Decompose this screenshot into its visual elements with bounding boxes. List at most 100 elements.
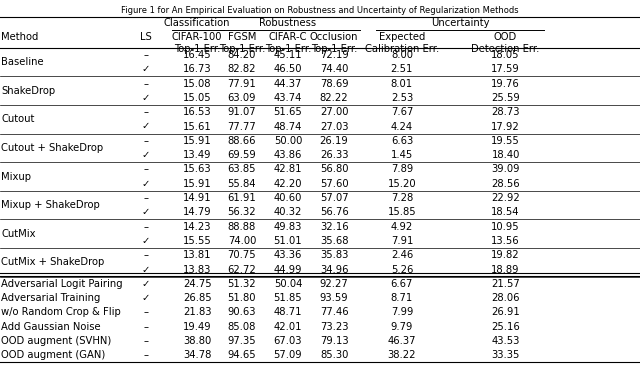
Text: 8.01: 8.01 xyxy=(391,79,413,89)
Text: 19.82: 19.82 xyxy=(492,250,520,260)
Text: 34.96: 34.96 xyxy=(320,265,348,275)
Text: 14.23: 14.23 xyxy=(183,222,211,231)
Text: 25.16: 25.16 xyxy=(492,322,520,332)
Text: ✓: ✓ xyxy=(141,179,150,189)
Text: ✓: ✓ xyxy=(141,121,150,131)
Text: 7.91: 7.91 xyxy=(391,236,413,246)
Text: 13.83: 13.83 xyxy=(183,265,211,275)
Text: –: – xyxy=(143,250,148,260)
Text: 50.00: 50.00 xyxy=(274,136,302,146)
Text: 77.91: 77.91 xyxy=(228,79,256,89)
Text: 84.20: 84.20 xyxy=(228,50,256,60)
Text: 77.46: 77.46 xyxy=(320,307,348,318)
Text: Classification: Classification xyxy=(164,18,230,28)
Text: 40.32: 40.32 xyxy=(274,207,302,217)
Text: 49.83: 49.83 xyxy=(274,222,302,231)
Text: –: – xyxy=(143,193,148,203)
Text: 43.53: 43.53 xyxy=(492,336,520,346)
Text: –: – xyxy=(143,136,148,146)
Text: 42.01: 42.01 xyxy=(274,322,302,332)
Text: –: – xyxy=(143,350,148,360)
Text: 28.56: 28.56 xyxy=(492,179,520,189)
Text: 28.06: 28.06 xyxy=(492,293,520,303)
Text: 18.89: 18.89 xyxy=(492,265,520,275)
Text: Adversarial Logit Pairing: Adversarial Logit Pairing xyxy=(1,279,123,289)
Text: 9.79: 9.79 xyxy=(391,322,413,332)
Text: Occlusion
Top-1 Err.: Occlusion Top-1 Err. xyxy=(310,32,358,54)
Text: ✓: ✓ xyxy=(141,279,150,289)
Text: 19.55: 19.55 xyxy=(492,136,520,146)
Text: Baseline: Baseline xyxy=(1,57,44,67)
Text: 48.74: 48.74 xyxy=(274,121,302,131)
Text: Adversarial Training: Adversarial Training xyxy=(1,293,100,303)
Text: ✓: ✓ xyxy=(141,93,150,103)
Text: 14.79: 14.79 xyxy=(183,207,211,217)
Text: 57.07: 57.07 xyxy=(320,193,348,203)
Text: 39.09: 39.09 xyxy=(492,164,520,174)
Text: Figure 1 for An Empirical Evaluation on Robustness and Uncertainty of Regulariza: Figure 1 for An Empirical Evaluation on … xyxy=(121,6,519,14)
Text: 26.33: 26.33 xyxy=(320,150,348,160)
Text: 35.83: 35.83 xyxy=(320,250,348,260)
Text: LS: LS xyxy=(140,32,152,42)
Text: 51.32: 51.32 xyxy=(228,279,256,289)
Text: 42.20: 42.20 xyxy=(274,179,302,189)
Text: 15.85: 15.85 xyxy=(388,207,416,217)
Text: 45.11: 45.11 xyxy=(274,50,302,60)
Text: ✓: ✓ xyxy=(141,207,150,217)
Text: 17.92: 17.92 xyxy=(492,121,520,131)
Text: 15.61: 15.61 xyxy=(183,121,211,131)
Text: CutMix: CutMix xyxy=(1,229,36,239)
Text: ✓: ✓ xyxy=(141,150,150,160)
Text: 2.51: 2.51 xyxy=(391,64,413,74)
Text: 78.69: 78.69 xyxy=(320,79,348,89)
Text: 92.27: 92.27 xyxy=(320,279,348,289)
Text: 7.99: 7.99 xyxy=(391,307,413,318)
Text: 35.68: 35.68 xyxy=(320,236,348,246)
Text: 50.04: 50.04 xyxy=(274,279,302,289)
Text: –: – xyxy=(143,107,148,117)
Text: 16.73: 16.73 xyxy=(183,64,211,74)
Text: w/o Random Crop & Flip: w/o Random Crop & Flip xyxy=(1,307,121,318)
Text: 18.54: 18.54 xyxy=(492,207,520,217)
Text: 62.72: 62.72 xyxy=(228,265,256,275)
Text: 7.67: 7.67 xyxy=(391,107,413,117)
Text: 51.01: 51.01 xyxy=(274,236,302,246)
Text: 6.63: 6.63 xyxy=(391,136,413,146)
Text: 18.05: 18.05 xyxy=(492,50,520,60)
Text: –: – xyxy=(143,79,148,89)
Text: 77.77: 77.77 xyxy=(228,121,256,131)
Text: 22.92: 22.92 xyxy=(492,193,520,203)
Text: 74.40: 74.40 xyxy=(320,64,348,74)
Text: 25.59: 25.59 xyxy=(492,93,520,103)
Text: 6.67: 6.67 xyxy=(391,279,413,289)
Text: 8.00: 8.00 xyxy=(391,50,413,60)
Text: 85.08: 85.08 xyxy=(228,322,256,332)
Text: 51.85: 51.85 xyxy=(274,293,302,303)
Text: Method: Method xyxy=(1,32,38,42)
Text: 15.20: 15.20 xyxy=(388,179,416,189)
Text: 7.28: 7.28 xyxy=(391,193,413,203)
Text: 93.59: 93.59 xyxy=(320,293,348,303)
Text: 15.91: 15.91 xyxy=(183,179,211,189)
Text: 34.78: 34.78 xyxy=(183,350,211,360)
Text: Uncertainty: Uncertainty xyxy=(431,18,490,28)
Text: 18.40: 18.40 xyxy=(492,150,520,160)
Text: 44.99: 44.99 xyxy=(274,265,302,275)
Text: 38.22: 38.22 xyxy=(388,350,416,360)
Text: 43.74: 43.74 xyxy=(274,93,302,103)
Text: 26.85: 26.85 xyxy=(183,293,211,303)
Text: –: – xyxy=(143,322,148,332)
Text: Add Gaussian Noise: Add Gaussian Noise xyxy=(1,322,101,332)
Text: 32.16: 32.16 xyxy=(320,222,348,231)
Text: 13.81: 13.81 xyxy=(183,250,211,260)
Text: FGSM
Top-1 Err.: FGSM Top-1 Err. xyxy=(219,32,265,54)
Text: 27.03: 27.03 xyxy=(320,121,348,131)
Text: ✓: ✓ xyxy=(141,265,150,275)
Text: 97.35: 97.35 xyxy=(228,336,256,346)
Text: ✓: ✓ xyxy=(141,236,150,246)
Text: 70.75: 70.75 xyxy=(228,250,256,260)
Text: 27.00: 27.00 xyxy=(320,107,348,117)
Text: 10.95: 10.95 xyxy=(492,222,520,231)
Text: 94.65: 94.65 xyxy=(228,350,256,360)
Text: Mixup: Mixup xyxy=(1,171,31,181)
